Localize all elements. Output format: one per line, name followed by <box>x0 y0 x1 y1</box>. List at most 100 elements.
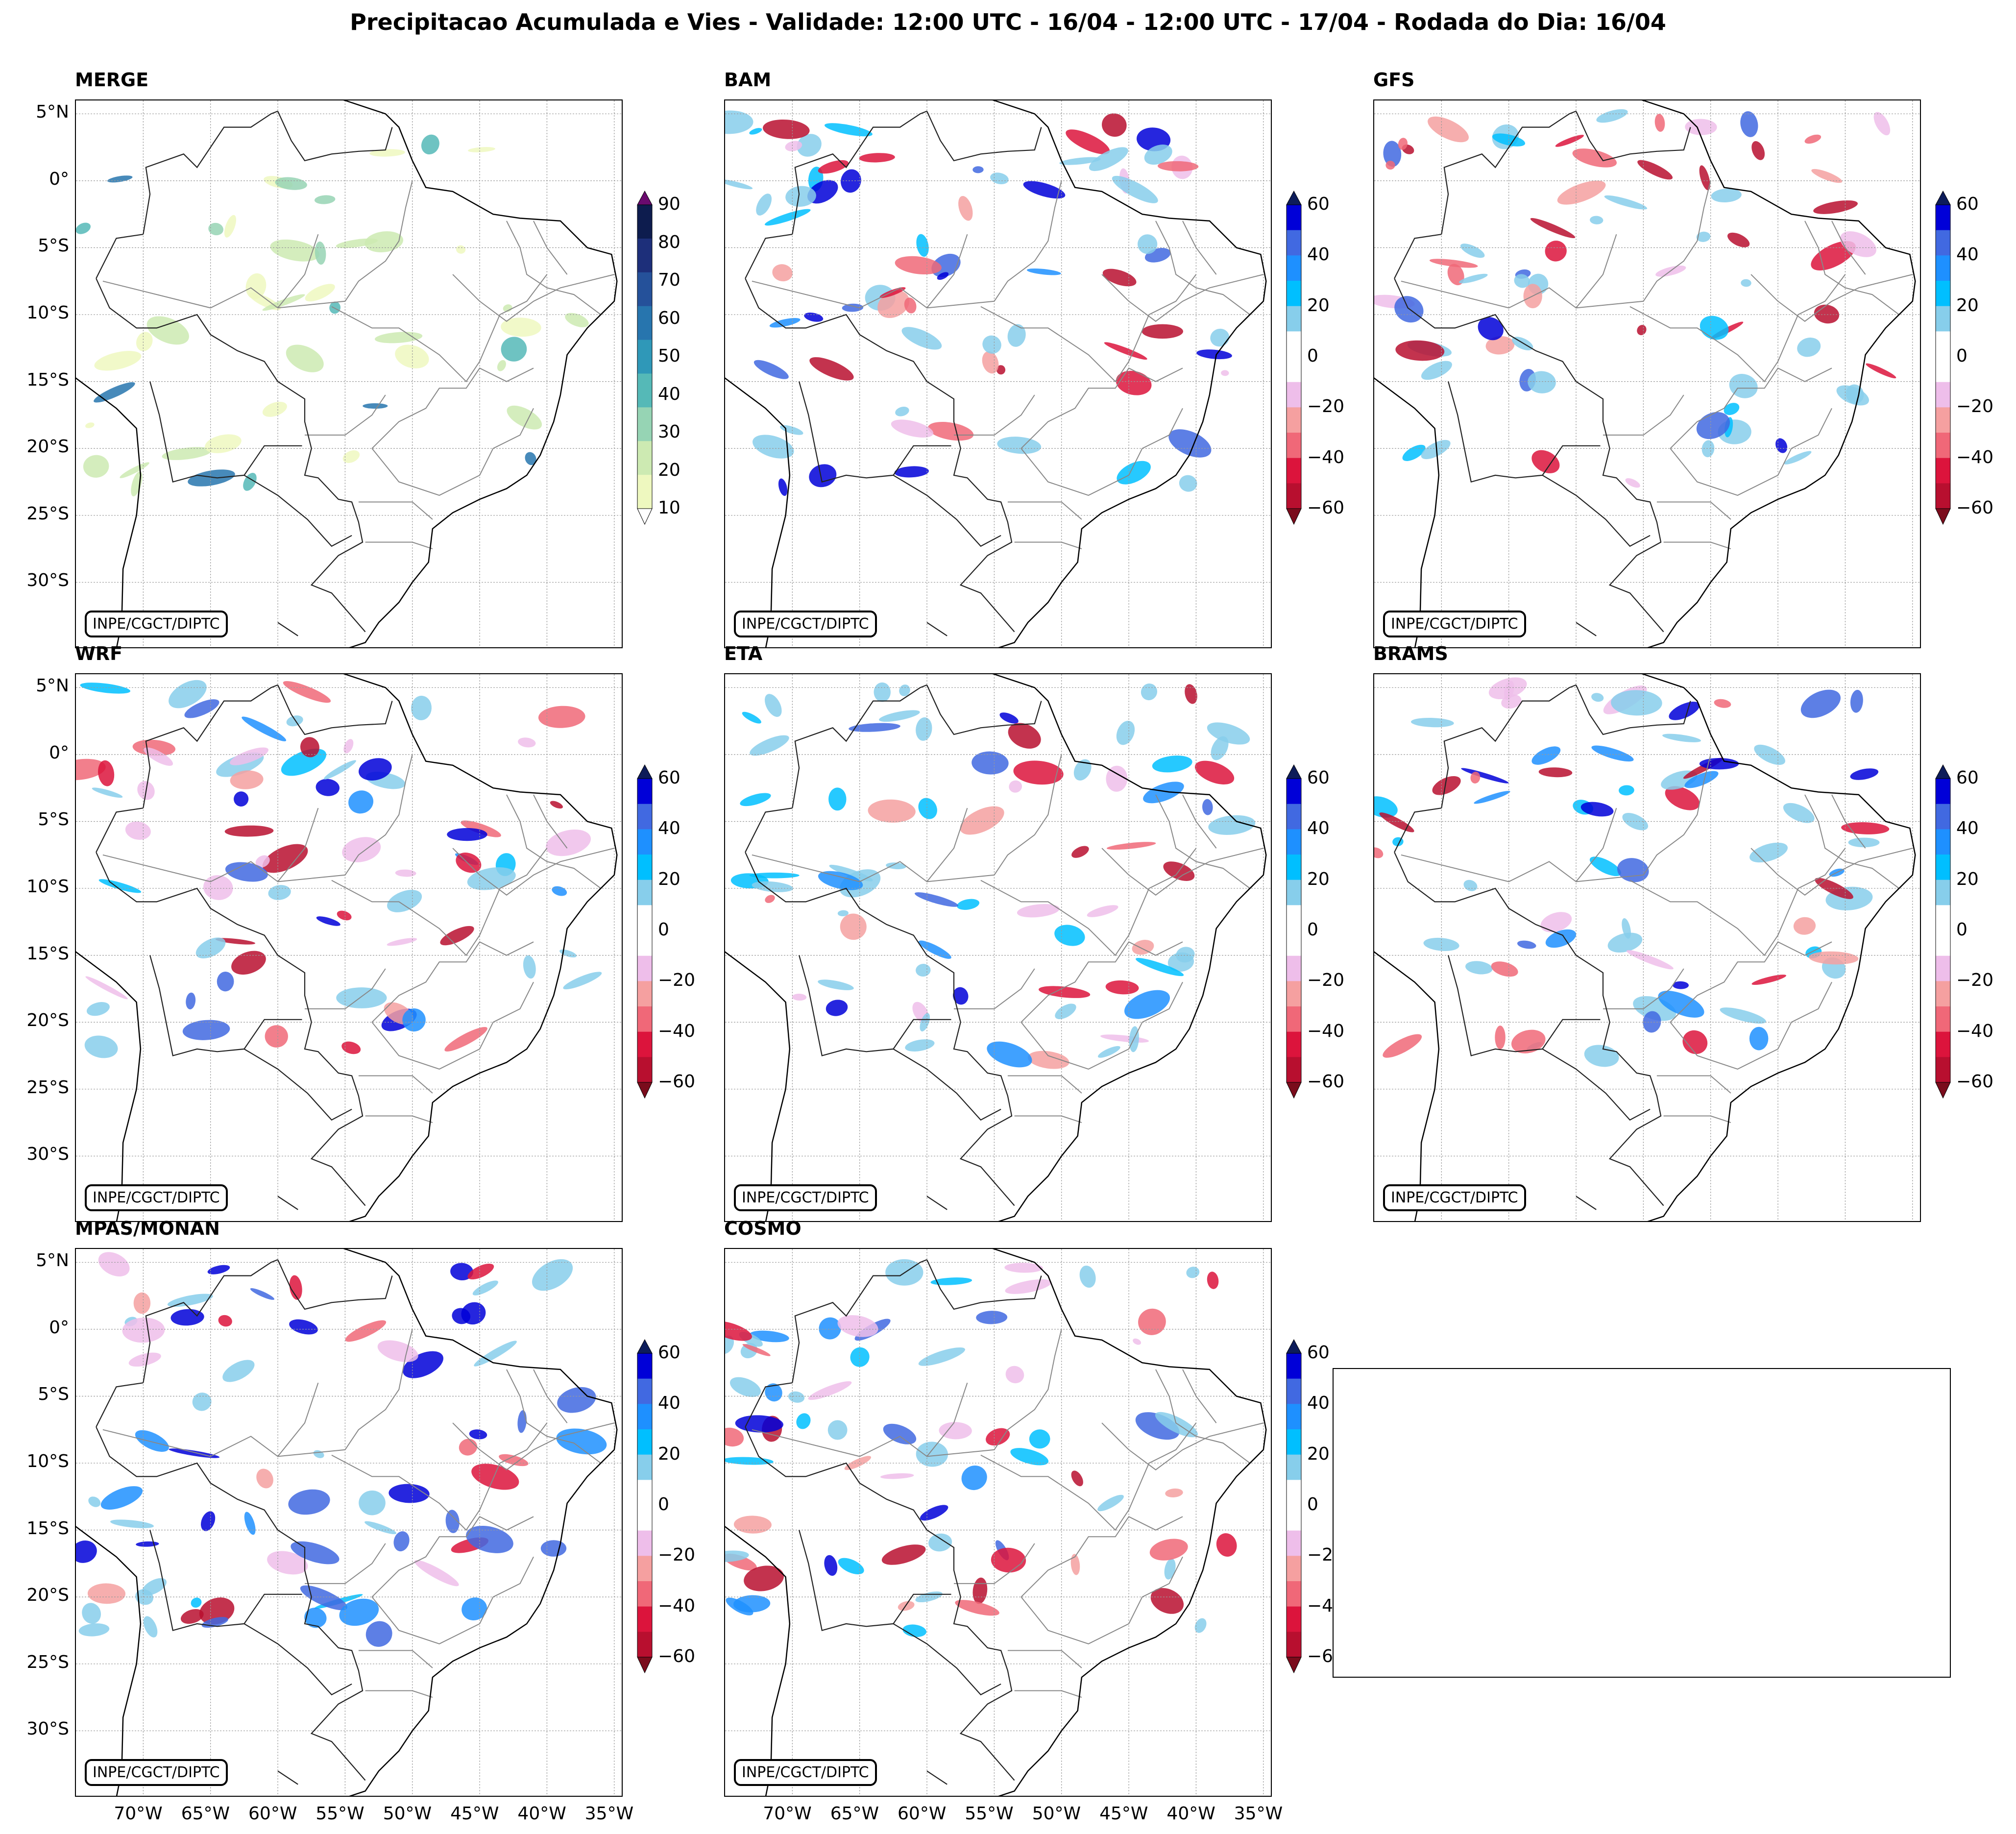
colorbar-tick-label: 60 <box>1307 194 1330 214</box>
field-contour <box>1540 912 1572 932</box>
field-contour <box>1004 1263 1043 1273</box>
field-contour <box>447 828 487 841</box>
longitude-label: 60°W <box>248 1804 297 1824</box>
state-border <box>1670 367 1832 449</box>
field-contour <box>1423 937 1459 951</box>
field-contour <box>471 1464 519 1490</box>
field-contour <box>291 1541 340 1565</box>
colorbar-segment <box>637 373 652 408</box>
field-contour <box>1221 370 1229 376</box>
field-contour <box>1465 961 1493 975</box>
country-border <box>745 1426 1015 1781</box>
colorbar-segment <box>1936 981 1950 1007</box>
field-contour <box>1607 932 1643 953</box>
coastline <box>76 1526 142 1796</box>
field-contour <box>809 464 837 488</box>
credit-label: INPE/CGCT/DIPTC <box>85 1184 228 1211</box>
field-contour <box>76 222 91 234</box>
longitude-label: 35°W <box>1234 1804 1283 1824</box>
field-contour <box>1474 791 1510 804</box>
colorbar-segment <box>1287 1632 1301 1658</box>
field-contour <box>365 1621 392 1647</box>
country-border <box>926 1259 1042 1310</box>
field-contour <box>725 110 753 134</box>
colorbar-segment <box>1936 855 1950 880</box>
country-border <box>1394 807 1442 853</box>
state-border <box>1101 274 1264 322</box>
country-border <box>926 111 1042 162</box>
colorbar-tick-label: −60 <box>1307 498 1344 518</box>
field-contour <box>503 304 512 312</box>
field-contour <box>556 1428 607 1455</box>
field-contour <box>83 455 109 478</box>
coastline <box>76 377 142 647</box>
colorbar-tick-label: 40 <box>1307 245 1330 265</box>
state-border <box>926 180 1062 309</box>
panel-title: WRF <box>75 643 123 664</box>
country-border <box>792 1259 927 1383</box>
country-border <box>1575 685 1691 735</box>
colorbar-segment <box>1936 483 1950 509</box>
colorbar-segment <box>1936 230 1950 256</box>
colorbar-tick-label: 20 <box>658 1443 680 1464</box>
country-border <box>926 622 947 636</box>
colorbar-segment <box>1936 955 1950 981</box>
colorbar <box>636 190 653 527</box>
field-contour <box>369 149 405 157</box>
field-contour <box>224 825 274 837</box>
colorbar-segment <box>1936 331 1950 357</box>
field-contour <box>207 1265 230 1274</box>
country-border <box>277 1196 298 1210</box>
colorbar <box>1286 1339 1302 1676</box>
state-border <box>980 274 1197 383</box>
field-contour <box>98 879 142 893</box>
state-border <box>1831 794 1866 849</box>
field-contour <box>1029 1429 1050 1449</box>
field-contour <box>1626 950 1674 970</box>
field-contour <box>765 895 775 903</box>
colorbar-extend-bottom <box>1286 508 1302 525</box>
field-contour <box>1207 722 1250 745</box>
country-border <box>1576 1196 1597 1210</box>
field-contour <box>1850 689 1863 713</box>
field-contour <box>188 469 235 487</box>
field-contour <box>107 175 133 183</box>
field-contour <box>313 1450 324 1458</box>
field-contour <box>224 215 236 238</box>
field-contour <box>525 452 536 465</box>
field-contour <box>305 284 335 302</box>
field-contour <box>1079 1265 1096 1288</box>
colorbar-segment <box>1287 1353 1301 1379</box>
colorbar-segment <box>1936 829 1950 855</box>
colorbar-tick-label: 40 <box>1956 818 1979 839</box>
field-contour <box>1055 1003 1076 1020</box>
state-border <box>1014 1115 1082 1124</box>
field-contour <box>304 1608 327 1628</box>
field-contour <box>270 239 320 262</box>
colorbar-extend-bottom <box>1935 508 1951 525</box>
field-contour <box>1071 1470 1083 1487</box>
field-contour <box>1132 940 1154 955</box>
state-border <box>926 1329 1062 1457</box>
field-contour <box>918 1347 965 1366</box>
field-contour <box>1514 274 1530 288</box>
field-contour <box>342 450 360 463</box>
field-contour <box>780 425 803 435</box>
field-contour <box>927 421 974 441</box>
field-contour <box>180 1609 204 1624</box>
field-contour <box>250 1288 275 1300</box>
field-contour <box>769 318 801 328</box>
field-contour <box>85 422 95 428</box>
state-border <box>1670 408 1832 496</box>
field-contour <box>76 758 106 781</box>
state-border <box>371 941 534 1023</box>
map-panel: INPE/CGCT/DIPTC <box>75 99 623 648</box>
field-contour <box>742 711 761 724</box>
colorbar-segment <box>1936 255 1950 281</box>
state-border <box>371 1556 534 1644</box>
colorbar-tick-label: 0 <box>658 920 669 940</box>
field-contour <box>1429 259 1478 268</box>
state-border <box>1831 220 1866 275</box>
state-border <box>331 848 548 956</box>
colorbar-segment <box>1287 357 1301 383</box>
